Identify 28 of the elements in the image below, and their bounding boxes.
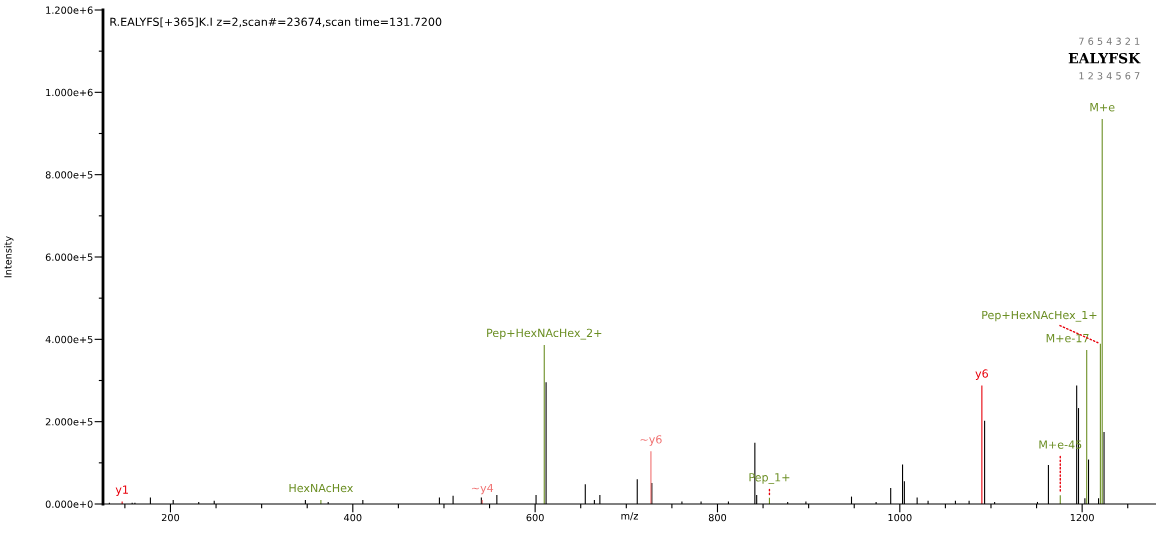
x-tick-label: 200 [161, 513, 180, 522]
x-tick-label: 1200 [1070, 513, 1094, 522]
y-tick-label: 4.000e+5 [45, 335, 93, 344]
x-axis-title: m/z [621, 512, 639, 521]
annotation: 7 6 5 4 3 2 1 [1079, 37, 1140, 45]
annotation: 1 2 3 4 5 6 7 [1079, 72, 1140, 80]
annotation: ~y4 [471, 483, 494, 495]
y-axis-title: Intensity [4, 236, 14, 278]
x-tick-label: 400 [344, 513, 362, 522]
annotation: y6 [975, 369, 988, 380]
y-tick-label: 2.000e+5 [45, 418, 93, 426]
y-tick-label: 1.000e+6 [46, 88, 93, 97]
annotation: Pep+HexNAcHex_1+ [982, 310, 1097, 322]
annotation: M+e [1090, 103, 1115, 112]
annotation: ~y6 [640, 435, 662, 446]
y-tick-label: 6.000e+5 [45, 253, 93, 261]
annotation: y1 [115, 485, 128, 496]
y-tick-label: 1.200e+6 [46, 6, 93, 14]
y-tick-label: 8.000e+5 [45, 171, 93, 179]
x-tick-label: 600 [526, 513, 544, 522]
y-tick-label: 0.000e+0 [45, 500, 93, 508]
annotation: M+e-17 [1046, 334, 1089, 343]
x-tick-label: 800 [708, 513, 727, 522]
annotation: HexNAcHex [289, 483, 354, 493]
annotation: EALYFSK [1068, 52, 1141, 64]
x-tick-label: 1000 [888, 513, 912, 522]
text: R.EALYFS[+365]K.I z=2,scan#=23674,scan time=131.7200 [110, 17, 442, 28]
annotation: Pep+HexNAcHex_2+ [487, 328, 602, 340]
